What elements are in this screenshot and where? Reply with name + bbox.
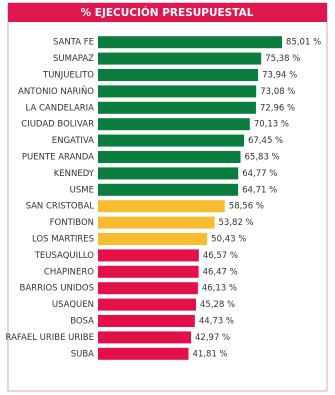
category-label: SANTA FE [53, 38, 94, 48]
category-label: USME [70, 185, 94, 195]
value-label: 46,13 % [202, 284, 237, 294]
bar [98, 249, 199, 262]
bar [98, 69, 259, 81]
value-label: 42,97 % [195, 333, 230, 343]
value-label: 46,47 % [203, 267, 238, 277]
bar [98, 282, 198, 295]
bar [98, 183, 239, 196]
category-label: KENNEDY [54, 169, 95, 179]
bar [98, 216, 215, 229]
category-label: LA CANDELARIA [26, 103, 95, 113]
bar [98, 36, 283, 49]
value-label: 85,01 % [286, 38, 321, 48]
bar [98, 151, 241, 163]
value-label: 41,81 % [193, 349, 228, 359]
bar [98, 315, 195, 327]
value-label: 50,43 % [211, 235, 246, 245]
category-label: BOSA [70, 317, 94, 327]
category-label: CHAPINERO [44, 267, 94, 277]
category-label: TUNJUELITO [42, 71, 94, 81]
value-label: 45,28 % [200, 300, 235, 310]
bar [98, 101, 256, 114]
bar [98, 134, 245, 147]
bar [98, 298, 197, 311]
value-label: 64,77 % [242, 169, 277, 179]
category-label: FONTIBON [50, 218, 94, 228]
category-label: LOS MARTIRES [32, 235, 94, 245]
value-label: 75,38 % [265, 54, 300, 64]
value-label: 72,96 % [260, 103, 295, 113]
category-label: ENGATIVA [52, 136, 94, 146]
value-label: 58,56 % [229, 202, 264, 212]
bar [98, 52, 262, 65]
bar [98, 118, 250, 131]
category-label: SUMAPAZ [53, 54, 94, 64]
value-label: 53,82 % [219, 218, 254, 228]
category-label: SUBA [71, 349, 94, 359]
bar [98, 233, 208, 245]
value-label: 46,57 % [203, 251, 238, 261]
category-label: TEUSAQUILLO [34, 251, 95, 261]
bar [98, 200, 225, 213]
category-label: USAQUEN [52, 300, 94, 310]
bar [98, 85, 257, 98]
header-band [8, 3, 327, 22]
category-label: PUENTE ARANDA [22, 153, 94, 163]
value-label: 70,13 % [254, 120, 289, 130]
bar [98, 331, 192, 344]
value-label: 65,83 % [245, 153, 280, 163]
value-label: 73,94 % [262, 71, 297, 81]
bar [98, 167, 239, 180]
value-label: 44,73 % [199, 317, 234, 327]
category-label: RAFAEL URIBE URIBE [6, 333, 94, 343]
category-label: CIUDAD BOLIVAR [21, 120, 94, 130]
value-label: 73,08 % [260, 87, 295, 97]
category-label: SAN CRISTOBAL [26, 202, 95, 212]
bar [98, 347, 189, 360]
category-label: BARRIOS UNIDOS [20, 284, 94, 294]
bar [98, 265, 199, 278]
value-label: 64,71 % [242, 185, 277, 195]
chart-title: % EJECUCIÓN PRESUPUESTAL [81, 6, 254, 19]
category-label: ANTONIO NARIÑO [18, 86, 94, 97]
value-label: 67,45 % [248, 136, 283, 146]
